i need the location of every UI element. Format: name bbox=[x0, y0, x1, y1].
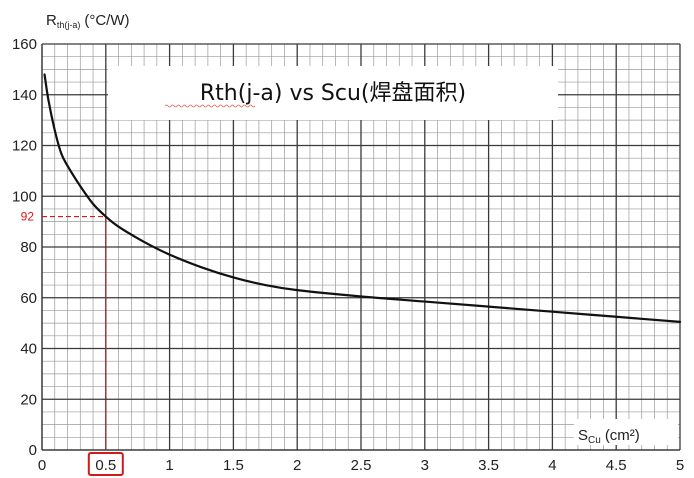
series-line-rth bbox=[43, 73, 682, 323]
x-tick-label: 4.5 bbox=[606, 457, 627, 474]
x-tick-label: 0 bbox=[38, 457, 46, 474]
title-spellcheck-underline bbox=[164, 104, 256, 108]
title-box bbox=[108, 66, 558, 120]
y-tick-label: 60 bbox=[20, 290, 37, 307]
x-tick-label: 3.5 bbox=[478, 457, 499, 474]
annotation-y-label-backdrop bbox=[4, 208, 34, 225]
y-axis-title-main: R bbox=[46, 12, 57, 29]
x-axis-title-unit: (cm²) bbox=[605, 427, 640, 444]
y-tick-label: 100 bbox=[12, 188, 37, 205]
x-axis-title-main: S bbox=[578, 427, 588, 444]
x-tick-label: 1.5 bbox=[223, 457, 244, 474]
x-tick-label: 1 bbox=[165, 457, 173, 474]
x-axis-title-backdrop bbox=[574, 419, 678, 445]
y-axis-title-unit: (°C/W) bbox=[84, 12, 129, 29]
x-tick-label: 4 bbox=[548, 457, 556, 474]
x-axis-title: SCu (cm²) bbox=[578, 427, 640, 446]
y-axis-title-sub: th(j-a) bbox=[57, 20, 81, 30]
y-tick-label: 0 bbox=[29, 442, 37, 459]
y-tick-labels: 0 20 40 60 80 100 120 140 160 bbox=[12, 36, 37, 459]
y-tick-label: 140 bbox=[12, 87, 37, 104]
x-tick-label: 3 bbox=[421, 457, 429, 474]
x-tick-label: 2 bbox=[293, 457, 301, 474]
x-tick-label: 0.5 bbox=[95, 457, 116, 474]
x-tick-labels: 0 0.5 1 1.5 2 2.5 3 3.5 4 4.5 5 bbox=[38, 457, 684, 474]
axes bbox=[41, 44, 680, 451]
x-tick-label: 5 bbox=[676, 457, 684, 474]
y-tick-label: 40 bbox=[20, 341, 37, 358]
y-tick-label: 160 bbox=[12, 36, 37, 53]
y-tick-label: 120 bbox=[12, 138, 37, 155]
y-tick-label: 80 bbox=[20, 239, 37, 256]
y-axis-title: Rth(j-a) (°C/W) bbox=[46, 12, 130, 30]
chart-title: Rth(j-a) vs Scu(焊盘面积) bbox=[200, 81, 466, 106]
x-axis-title-sub: Cu bbox=[588, 435, 601, 446]
y-tick-label: 20 bbox=[20, 391, 37, 408]
annotation-x-highlight-box bbox=[87, 452, 124, 476]
x-tick-label: 2.5 bbox=[351, 457, 372, 474]
annotation-group: 92 bbox=[4, 208, 124, 476]
annotation-y-label: 92 bbox=[21, 210, 35, 224]
